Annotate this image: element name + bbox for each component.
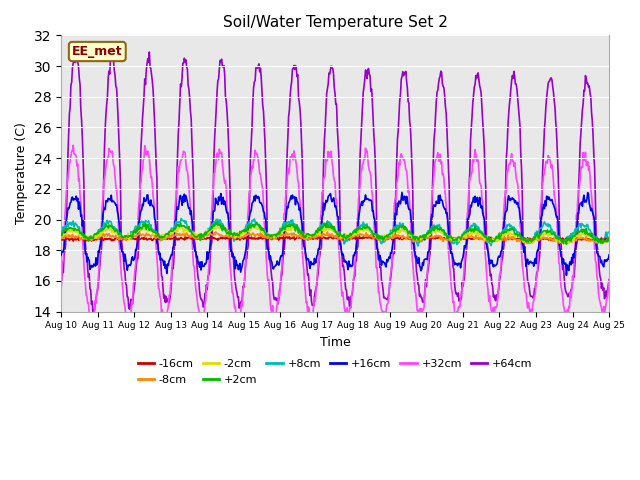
+16cm bbox=[556, 244, 563, 250]
-2cm bbox=[201, 232, 209, 238]
-2cm bbox=[556, 236, 563, 241]
-8cm bbox=[177, 233, 185, 239]
-2cm bbox=[598, 241, 606, 247]
-2cm bbox=[605, 236, 613, 242]
+2cm bbox=[57, 231, 65, 237]
-16cm bbox=[326, 234, 334, 240]
+8cm bbox=[435, 222, 443, 228]
+2cm bbox=[556, 235, 563, 241]
-8cm bbox=[324, 229, 332, 235]
+8cm bbox=[557, 235, 564, 241]
-16cm bbox=[201, 236, 209, 241]
+8cm bbox=[178, 217, 186, 223]
+16cm bbox=[201, 261, 209, 266]
+16cm bbox=[563, 273, 570, 278]
+32cm bbox=[557, 277, 564, 283]
-8cm bbox=[556, 240, 563, 246]
+8cm bbox=[202, 228, 209, 234]
-2cm bbox=[328, 227, 335, 232]
Line: +2cm: +2cm bbox=[61, 222, 609, 244]
+32cm bbox=[57, 279, 65, 285]
+16cm bbox=[398, 190, 406, 195]
Text: EE_met: EE_met bbox=[72, 45, 123, 58]
+64cm bbox=[179, 60, 187, 66]
Line: +64cm: +64cm bbox=[61, 52, 609, 314]
-8cm bbox=[328, 232, 335, 238]
+2cm bbox=[213, 219, 221, 225]
-16cm bbox=[605, 237, 613, 243]
Line: +32cm: +32cm bbox=[61, 145, 609, 324]
-2cm bbox=[435, 228, 442, 234]
-8cm bbox=[381, 238, 388, 243]
+32cm bbox=[435, 158, 443, 164]
-2cm bbox=[381, 232, 388, 238]
+16cm bbox=[605, 252, 613, 258]
X-axis label: Time: Time bbox=[319, 336, 351, 349]
+16cm bbox=[435, 192, 442, 198]
+64cm bbox=[57, 288, 65, 294]
+8cm bbox=[328, 224, 335, 229]
+16cm bbox=[177, 196, 185, 202]
-16cm bbox=[57, 237, 65, 242]
+2cm bbox=[605, 238, 613, 243]
+32cm bbox=[328, 158, 336, 164]
+16cm bbox=[380, 260, 388, 265]
+8cm bbox=[381, 238, 388, 243]
+2cm bbox=[177, 223, 185, 229]
+16cm bbox=[326, 191, 334, 196]
+2cm bbox=[201, 230, 209, 236]
+64cm bbox=[605, 276, 613, 282]
+32cm bbox=[234, 322, 242, 327]
+2cm bbox=[563, 241, 570, 247]
+16cm bbox=[57, 252, 65, 258]
-2cm bbox=[286, 222, 294, 228]
+32cm bbox=[381, 312, 389, 317]
Line: +8cm: +8cm bbox=[61, 218, 609, 246]
Line: -2cm: -2cm bbox=[61, 225, 609, 244]
Legend: -16cm, -8cm, -2cm, +2cm, +8cm, +16cm, +32cm, +64cm: -16cm, -8cm, -2cm, +2cm, +8cm, +16cm, +3… bbox=[133, 355, 537, 389]
-16cm bbox=[561, 239, 569, 244]
-8cm bbox=[605, 237, 613, 243]
+64cm bbox=[381, 295, 389, 301]
+32cm bbox=[69, 143, 77, 148]
+8cm bbox=[414, 243, 422, 249]
Y-axis label: Temperature (C): Temperature (C) bbox=[15, 122, 28, 225]
+64cm bbox=[328, 65, 336, 71]
+2cm bbox=[328, 222, 335, 228]
-8cm bbox=[435, 233, 442, 239]
+2cm bbox=[381, 234, 388, 240]
-8cm bbox=[201, 232, 209, 238]
Line: +16cm: +16cm bbox=[61, 192, 609, 276]
Line: -16cm: -16cm bbox=[61, 235, 609, 241]
-8cm bbox=[57, 233, 65, 239]
-16cm bbox=[556, 235, 563, 240]
+32cm bbox=[202, 298, 209, 304]
-16cm bbox=[177, 235, 185, 240]
Line: -8cm: -8cm bbox=[61, 232, 609, 244]
+64cm bbox=[89, 311, 97, 317]
-2cm bbox=[177, 226, 185, 231]
+8cm bbox=[177, 216, 185, 221]
+64cm bbox=[557, 238, 564, 244]
-2cm bbox=[57, 234, 65, 240]
Title: Soil/Water Temperature Set 2: Soil/Water Temperature Set 2 bbox=[223, 15, 447, 30]
-16cm bbox=[435, 234, 442, 240]
+8cm bbox=[57, 231, 65, 237]
+64cm bbox=[203, 282, 211, 288]
+32cm bbox=[605, 277, 613, 283]
+8cm bbox=[605, 229, 613, 235]
+2cm bbox=[435, 226, 442, 231]
+32cm bbox=[178, 156, 186, 162]
-16cm bbox=[355, 232, 362, 238]
-16cm bbox=[381, 234, 388, 240]
+64cm bbox=[435, 75, 443, 81]
-8cm bbox=[560, 241, 568, 247]
+64cm bbox=[145, 49, 153, 55]
